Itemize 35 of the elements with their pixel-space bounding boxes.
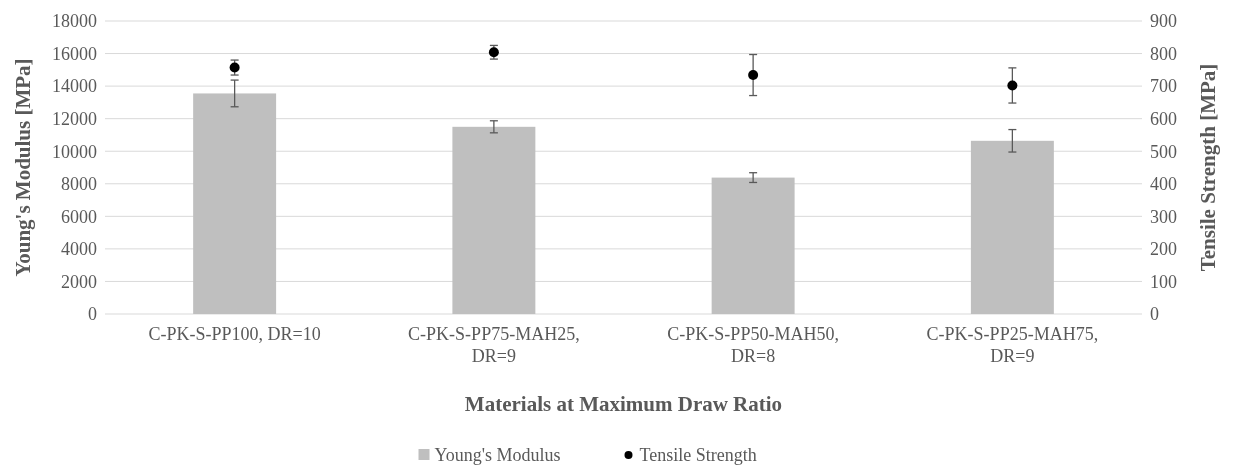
y2-tick-label: 700 <box>1150 76 1177 97</box>
bar <box>711 177 795 314</box>
y-tick-label: 8000 <box>61 174 97 195</box>
x-tick-label: C-PK-S-PP75-MAH25, DR=9 <box>408 324 580 366</box>
point <box>1007 80 1018 91</box>
y-axis-title: Young's Modulus [MPa] <box>11 58 35 277</box>
y2-tick-label: 500 <box>1150 141 1177 162</box>
y-tick-label: 18000 <box>52 11 97 32</box>
y2-tick-label: 400 <box>1150 174 1177 195</box>
bar <box>970 140 1054 314</box>
bar <box>193 93 277 314</box>
x-tick-label: C-PK-S-PP25-MAH75, DR=9 <box>926 324 1099 366</box>
legend-label: Young's Modulus <box>434 445 561 466</box>
y-tick-label: 2000 <box>61 271 97 292</box>
y2-tick-label: 200 <box>1150 239 1177 260</box>
y-tick-label: 14000 <box>52 76 97 97</box>
point <box>748 70 759 81</box>
y2-tick-label: 300 <box>1150 206 1177 227</box>
bar <box>452 126 536 314</box>
y-tick-label: 6000 <box>61 206 97 227</box>
y2-tick-label: 100 <box>1150 271 1177 292</box>
y-tick-label: 12000 <box>52 108 97 129</box>
x-axis-title: Materials at Maximum Draw Ratio <box>464 392 783 416</box>
y2-tick-label: 600 <box>1150 108 1177 129</box>
legend-label: Tensile Strength <box>639 445 757 466</box>
y-tick-label: 16000 <box>52 43 97 64</box>
y2-tick-label: 0 <box>1150 304 1159 325</box>
x-tick-label: C-PK-S-PP50-MAH50, DR=8 <box>667 324 839 366</box>
y2-tick-label: 800 <box>1150 43 1177 64</box>
y2-tick-label: 900 <box>1150 11 1177 32</box>
y-tick-label: 4000 <box>61 239 97 260</box>
y-tick-label: 10000 <box>52 141 97 162</box>
y-tick-label: 0 <box>88 304 97 325</box>
x-tick-label: C-PK-S-PP100, DR=10 <box>148 324 321 344</box>
y2-axis-title: Tensile Strength [MPa] <box>1196 63 1220 272</box>
